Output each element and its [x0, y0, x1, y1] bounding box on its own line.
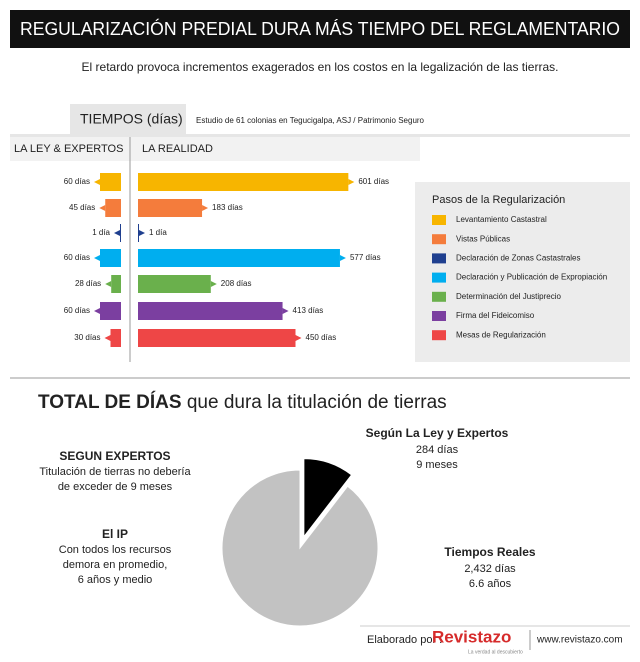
rule	[10, 134, 630, 137]
bar-chart-title: TIEMPOS (días)	[80, 111, 183, 127]
value-label: 45 días	[69, 203, 95, 212]
bar-pointer	[339, 255, 346, 261]
bar	[111, 275, 121, 293]
legend-label: Declaración de Zonas Castastrales	[456, 254, 581, 263]
tagline: La verdad al descubierto	[468, 649, 523, 655]
pie-slice	[303, 458, 353, 539]
bar-pointer	[295, 335, 302, 341]
subtitle: El retardo provoca incrementos exagerado…	[82, 60, 559, 74]
legend-swatch	[432, 215, 446, 225]
pie-title-bold: TOTAL DE DÍAS	[38, 391, 182, 413]
legend-swatch	[432, 330, 446, 341]
slice-value: 2,432 días	[464, 563, 516, 575]
value-label: 28 días	[75, 279, 101, 288]
bar	[100, 302, 121, 320]
bar	[138, 224, 139, 242]
title: REGULARIZACIÓN PREDIAL DURA MÁS TIEMPO D…	[20, 18, 620, 39]
legend-label: Vistas Públicas	[456, 234, 510, 243]
bar-pointer	[105, 281, 112, 287]
bar-pointer	[139, 230, 145, 236]
bar-pointer	[99, 205, 106, 211]
bar	[138, 249, 340, 267]
slice-sublabel: 6.6 años	[469, 578, 512, 590]
note-title: El IP	[102, 527, 128, 541]
brand: Revistazo	[432, 627, 511, 646]
legend-label: Mesas de Regularización	[456, 330, 546, 339]
note-line: Con todos los recursos	[59, 544, 172, 556]
slice-value: 284 días	[416, 444, 459, 456]
series-label: LA LEY & EXPERTOS	[14, 143, 123, 155]
slice-sublabel: 9 meses	[416, 459, 458, 471]
bar-pointer	[114, 230, 120, 236]
bar	[110, 329, 121, 347]
bar	[105, 199, 121, 217]
legend-swatch	[432, 253, 446, 264]
value-label: 183 días	[212, 203, 243, 212]
bar	[138, 302, 283, 320]
legend-label: Firma del Fideicomiso	[456, 311, 535, 320]
bar	[100, 249, 121, 267]
legend-label: Declaración y Publicación de Expropiació…	[456, 273, 607, 282]
value-label: 1 día	[92, 228, 110, 237]
tab	[70, 104, 186, 134]
value-label: 413 días	[293, 306, 324, 315]
credit: Elaborado por :	[367, 634, 442, 646]
bar-pointer	[282, 308, 289, 314]
legend-label: Determinación del Justiprecio	[456, 292, 561, 301]
legend-title: Pasos de la Regularización	[432, 194, 565, 206]
legend-swatch	[432, 272, 446, 283]
bar	[120, 224, 121, 242]
pie-title: TOTAL DE DÍAS que dura la titulación de …	[38, 391, 447, 413]
bar-pointer	[94, 179, 100, 185]
header-row	[10, 137, 420, 161]
bar	[138, 173, 349, 191]
url: www.revistazo.com	[536, 635, 623, 646]
bar-pointer	[210, 281, 217, 287]
legend-label: Levantamiento Castastral	[456, 215, 547, 224]
value-label: 601 días	[358, 177, 389, 186]
legend-swatch	[432, 311, 446, 321]
value-label: 30 días	[74, 333, 100, 342]
legend-swatch	[432, 291, 446, 302]
slice-label: Según La Ley y Expertos	[366, 426, 509, 440]
bar	[100, 173, 121, 191]
bar	[138, 199, 203, 217]
value-label: 60 días	[64, 253, 90, 262]
value-label: 1 día	[149, 228, 167, 237]
value-label: 577 días	[350, 253, 381, 262]
bar	[138, 275, 211, 293]
note-line: de exceder de 9 meses	[58, 481, 173, 493]
series-label: LA REALIDAD	[142, 143, 213, 155]
value-label: 60 días	[64, 177, 90, 186]
legend-swatch	[432, 234, 446, 245]
bar-pointer	[104, 335, 111, 341]
value-label: 60 días	[64, 306, 90, 315]
pie-title-rest: que dura la titulación de tierras	[187, 392, 447, 413]
legend-box	[415, 182, 630, 362]
bar-pointer	[202, 205, 209, 211]
note-title: SEGUN EXPERTOS	[59, 449, 170, 463]
bar-chart-subtitle: Estudio de 61 colonias en Tegucigalpa, A…	[196, 116, 425, 125]
bar-pointer	[348, 179, 355, 185]
title-bar	[10, 10, 630, 48]
value-label: 450 días	[306, 333, 337, 342]
pie-slice	[221, 469, 379, 627]
slice-label: Tiempos Reales	[444, 545, 535, 559]
bar-pointer	[94, 308, 100, 314]
bar	[138, 329, 296, 347]
note-line: Titulación de tierras no debería	[39, 466, 191, 478]
bar-pointer	[94, 255, 100, 261]
note-line: demora en promedio,	[63, 559, 168, 571]
value-label: 208 días	[221, 279, 252, 288]
note-line: 6 años y medio	[78, 574, 153, 586]
